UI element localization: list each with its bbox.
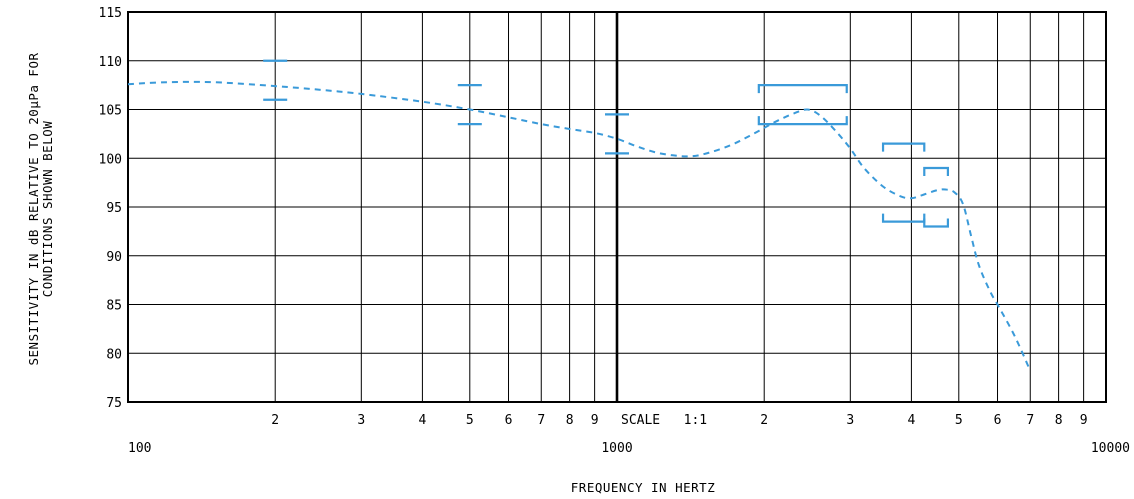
y-axis-label-line: SENSITIVITY IN dB RELATIVE TO 20µPa FOR (26, 53, 41, 366)
x-minor-tick-label: 3 (357, 413, 365, 428)
x-minor-tick-label: 3 (846, 413, 854, 428)
sensitivity-curve (127, 80, 1032, 372)
y-tick-label: 95 (106, 201, 122, 216)
x-minor-tick-label: 9 (1080, 413, 1088, 428)
y-tick-label: 110 (99, 55, 122, 70)
x-minor-tick-label: 2 (760, 413, 768, 428)
x-axis-label: FREQUENCY IN HERTZ (571, 480, 715, 495)
y-axis-label-line: CONDITIONS SHOWN BELOW (40, 121, 55, 298)
x-minor-tick-label: 5 (466, 413, 474, 428)
y-tick-label: 90 (106, 250, 122, 265)
y-tick-label: 105 (99, 104, 122, 119)
tolerance-bracket (923, 166, 950, 176)
x-decade-tick-label: 10000 (1091, 441, 1130, 456)
tolerance-marks (263, 59, 950, 228)
x-minor-tick-label: 7 (537, 413, 545, 428)
x-decade-tick-label: 100 (128, 441, 151, 456)
y-axis-label: SENSITIVITY IN dB RELATIVE TO 20µPa FOR C… (26, 53, 55, 366)
y-tick-label: 115 (99, 6, 122, 21)
y-tick-label: 75 (106, 396, 122, 411)
tolerance-bracket (923, 218, 950, 228)
scale-annotation: SCALE 1:1 (621, 413, 707, 428)
y-tick-label: 85 (106, 299, 122, 314)
x-minor-tick-label: 9 (591, 413, 599, 428)
x-minor-tick-label: 2 (271, 413, 279, 428)
x-minor-tick-label: 8 (566, 413, 574, 428)
y-tick-label: 100 (99, 152, 122, 167)
x-decade-tick-label: 1000 (601, 441, 632, 456)
tolerance-bracket (757, 84, 848, 94)
y-tick-label: 80 (106, 347, 122, 362)
tolerance-bracket (881, 213, 926, 223)
tolerance-bracket (881, 142, 926, 152)
x-minor-tick-label: 5 (955, 413, 963, 428)
x-minor-tick-label: 6 (994, 413, 1002, 428)
x-minor-tick-label: 4 (418, 413, 426, 428)
x-minor-tick-label: 4 (907, 413, 915, 428)
x-minor-tick-label: 8 (1055, 413, 1063, 428)
tolerance-bracket (757, 116, 848, 126)
x-minor-tick-label: 6 (505, 413, 513, 428)
x-minor-tick-label: 7 (1026, 413, 1034, 428)
